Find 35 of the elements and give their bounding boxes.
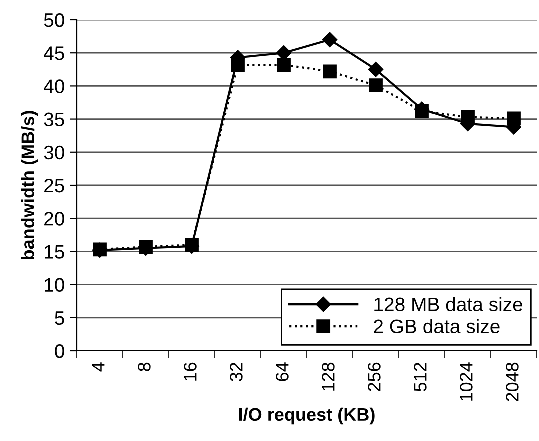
- x-tick-label: 256: [368, 362, 381, 392]
- y-tick-label: 50: [44, 13, 64, 28]
- point: [323, 64, 337, 79]
- y-tick-label: 10: [45, 278, 64, 292]
- point: [277, 58, 291, 72]
- x-axis-title: I/O request (KB): [239, 408, 375, 425]
- y-tick-label: 20: [44, 212, 64, 226]
- point: [322, 32, 338, 48]
- y-tick-label: 25: [44, 178, 64, 193]
- legend-label: 2 GB data size: [374, 319, 500, 334]
- x-tick-label: 64: [276, 362, 289, 382]
- x-tick-label: 16: [184, 362, 197, 381]
- y-tick-label: 45: [44, 46, 64, 60]
- point: [369, 78, 383, 92]
- x-tick-label: 4: [92, 362, 105, 372]
- y-tick-label: 30: [44, 146, 64, 160]
- x-tick-label: 8: [138, 362, 151, 372]
- x-tick-label: 128: [322, 362, 335, 391]
- x-tick-label: 512: [414, 363, 427, 392]
- point: [461, 110, 475, 124]
- y-tick-label: 5: [55, 312, 64, 326]
- legend-label: 128 MB data size: [374, 297, 523, 312]
- y-tick-label: 40: [44, 80, 64, 94]
- point: [368, 62, 384, 78]
- x-tick-label: 2048: [506, 362, 519, 402]
- y-tick-label: 0: [55, 344, 64, 358]
- y-tick-label: 15: [45, 245, 64, 259]
- y-tick-label: 35: [44, 112, 64, 127]
- point: [93, 242, 107, 257]
- y-axis-title: bandwidth (MB/s): [21, 111, 38, 260]
- x-tick-label: 1024: [460, 362, 473, 401]
- point: [507, 112, 521, 126]
- point: [415, 104, 429, 118]
- x-tick-label: 32: [230, 363, 243, 382]
- point: [231, 58, 245, 72]
